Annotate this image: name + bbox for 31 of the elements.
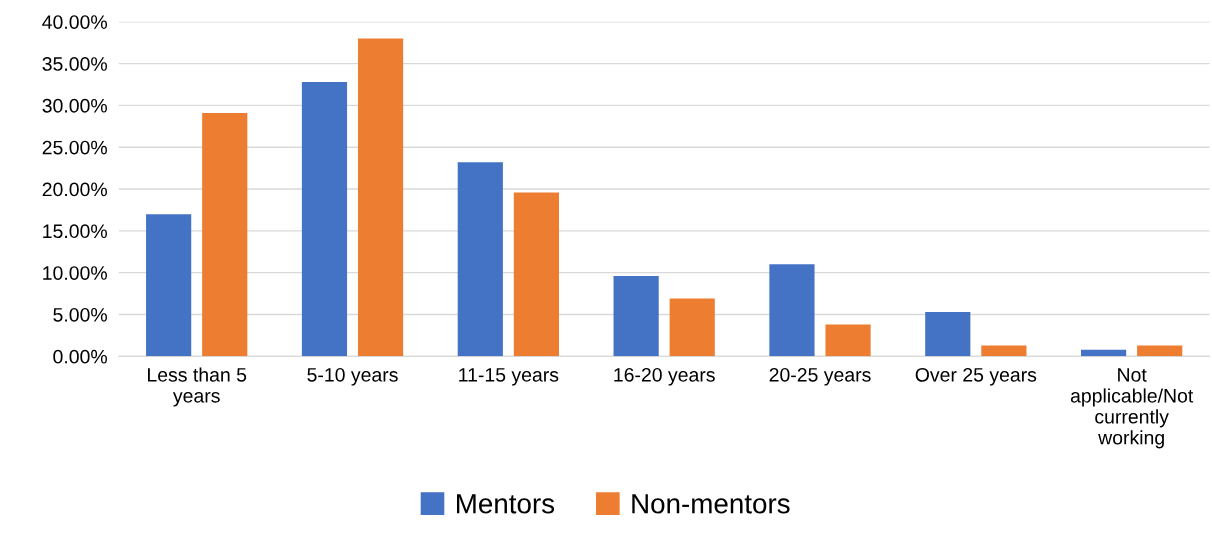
bar <box>513 192 559 357</box>
y-tick-label: 35.00% <box>42 57 107 71</box>
y-tick-label: 5.00% <box>53 307 107 322</box>
x-tick-label: 5-10 years <box>307 367 398 386</box>
y-tick-label: 15.00% <box>43 224 107 239</box>
bar <box>981 345 1027 357</box>
bar <box>301 81 348 357</box>
legend-label: Non-mentors <box>632 494 790 514</box>
bar <box>925 311 971 357</box>
legend-label: Mentors <box>457 494 555 514</box>
x-tick-label: 20-25 years <box>769 367 871 386</box>
bar <box>357 38 404 357</box>
x-tick-label: Not applicable/Not currently working <box>1070 368 1194 449</box>
bar <box>1137 345 1183 357</box>
y-tick-label: 40.00% <box>42 15 107 29</box>
y-tick-label: 20.00% <box>42 182 107 197</box>
bar <box>202 112 248 357</box>
x-tick-label: 16-20 years <box>614 367 715 386</box>
bar <box>769 264 815 357</box>
y-tick-label: 10.00% <box>43 266 107 280</box>
bar <box>146 214 192 357</box>
x-tick-label: Over 25 years <box>915 367 1037 386</box>
bar <box>825 324 871 357</box>
x-tick-label: 11-15 years <box>459 368 559 386</box>
y-tick-label: 25.00% <box>42 140 107 155</box>
bar <box>613 276 659 357</box>
y-tick-label: 30.00% <box>42 98 107 113</box>
x-tick-label: Less than 5 years <box>148 367 247 407</box>
y-tick-label: 0.00% <box>53 349 107 364</box>
bar <box>457 162 503 357</box>
bar <box>669 298 715 357</box>
